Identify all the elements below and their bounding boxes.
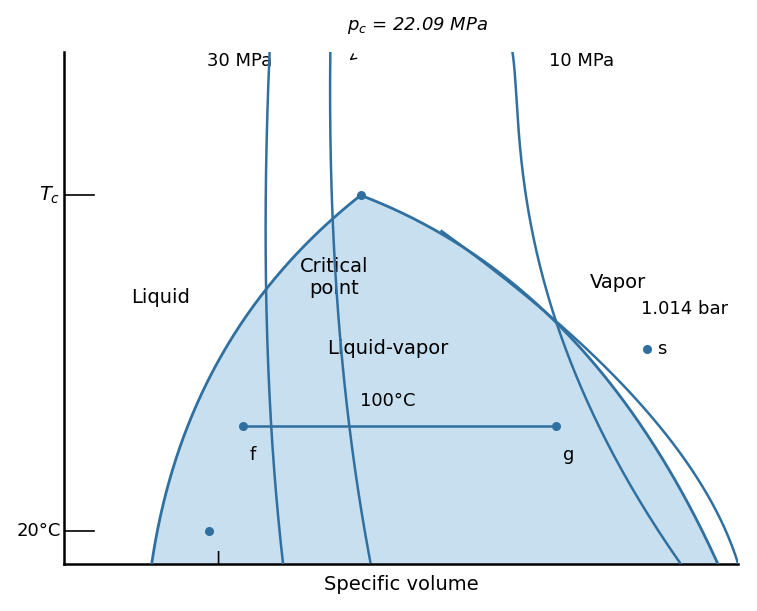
Text: $p_c$ = 22.09 MPa: $p_c$ = 22.09 MPa	[347, 15, 488, 37]
Text: 100°C: 100°C	[360, 392, 416, 411]
X-axis label: Specific volume: Specific volume	[324, 576, 478, 595]
Text: f: f	[249, 447, 256, 464]
Text: Liquid: Liquid	[132, 288, 190, 307]
Text: 1.014 bar: 1.014 bar	[640, 300, 727, 318]
Text: Critical
point: Critical point	[300, 257, 368, 298]
Text: Vapor: Vapor	[590, 273, 646, 292]
Text: 30 MPa: 30 MPa	[207, 52, 272, 70]
Polygon shape	[151, 196, 718, 564]
Text: 10 MPa: 10 MPa	[550, 52, 615, 70]
Text: s: s	[657, 340, 667, 358]
Text: 20°C: 20°C	[16, 522, 61, 540]
Text: l: l	[216, 551, 221, 569]
Text: g: g	[563, 447, 575, 464]
Text: $T_c$: $T_c$	[39, 185, 61, 206]
Text: Liquid-vapor: Liquid-vapor	[327, 340, 448, 359]
